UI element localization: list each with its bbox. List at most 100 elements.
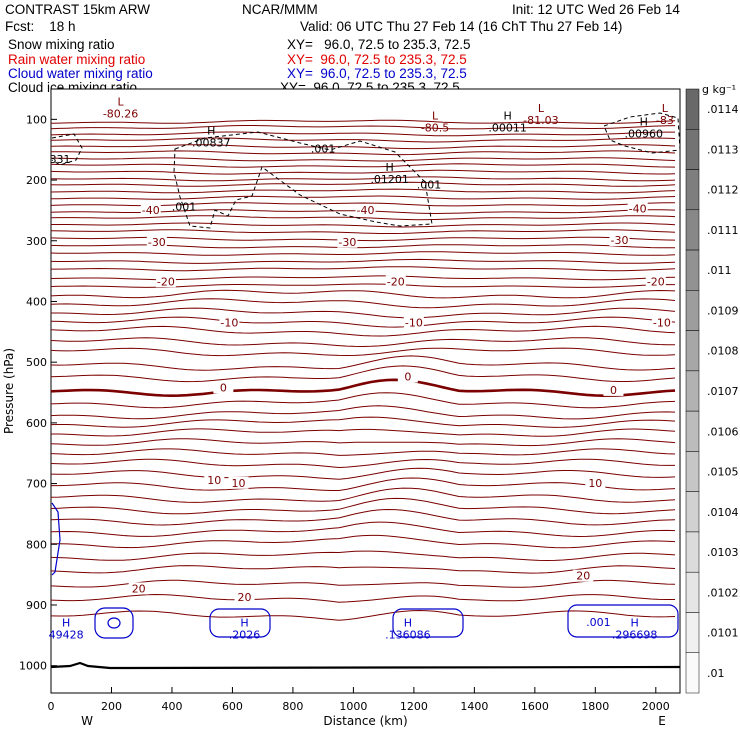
isotherm-line bbox=[50, 316, 676, 328]
colorbar-tick-label: .0114 bbox=[707, 103, 739, 116]
temperature-contour-label: 0 bbox=[404, 371, 411, 384]
x-tick-label: 1800 bbox=[581, 700, 609, 713]
isotherm-line bbox=[50, 355, 676, 371]
extremum-value-label: 331 bbox=[50, 153, 71, 166]
isotherm-line bbox=[50, 392, 676, 409]
temperature-contour-label: -30 bbox=[338, 236, 356, 249]
isotherm-line bbox=[51, 222, 676, 228]
temperature-contour-label: -10 bbox=[653, 317, 671, 330]
isotherm-line bbox=[51, 307, 676, 319]
model-title: CONTRAST 15km ARW bbox=[5, 2, 151, 17]
temperature-contour-label: -10 bbox=[405, 317, 423, 330]
field-name-rain: Rain water mixing ratio bbox=[8, 52, 146, 67]
extremum-kind-label: L bbox=[538, 102, 545, 115]
extremum-value-label: .00011 bbox=[488, 121, 527, 134]
isotherm-line bbox=[51, 150, 676, 156]
isotherm-line bbox=[50, 579, 676, 588]
temperature-contour-label: 20 bbox=[576, 570, 590, 583]
colorbar-tick-label: .0105 bbox=[707, 466, 739, 479]
y-tick-label: 900 bbox=[26, 599, 47, 612]
extremum-kind-label: H bbox=[62, 616, 70, 629]
contour-label-bg bbox=[609, 233, 630, 246]
field-xy-snow: XY= 96.0, 72.5 to 235.3, 72.5 bbox=[287, 37, 471, 52]
contour-label-bg bbox=[645, 275, 666, 288]
colorbar-swatch bbox=[685, 330, 700, 372]
colorbar-swatch bbox=[685, 88, 700, 130]
colorbar-tick-label: .0113 bbox=[707, 143, 739, 156]
temperature-contour-label: 20 bbox=[132, 582, 146, 595]
extremum-value-label: .00960 bbox=[624, 128, 663, 141]
isotherm-line bbox=[50, 458, 675, 469]
cloud-water-contour bbox=[209, 608, 271, 638]
colorbar-swatch bbox=[685, 612, 700, 653]
isotherm-line bbox=[50, 405, 676, 420]
colorbar-tick-label: .0109 bbox=[707, 304, 739, 317]
colorbar-tick-label: .01 bbox=[707, 667, 725, 680]
contour-label-bg bbox=[219, 316, 240, 329]
field-xy-rain: XY= 96.0, 72.5 to 235.3, 72.5 bbox=[287, 52, 467, 67]
contour-label-bg bbox=[627, 202, 648, 215]
isotherm-line bbox=[50, 251, 676, 256]
contour-label-bg bbox=[155, 275, 176, 288]
field-name-snow: Snow mixing ratio bbox=[8, 37, 115, 52]
x-tick-label: 800 bbox=[282, 700, 303, 713]
isotherm-line bbox=[50, 195, 676, 200]
x-axis-west-label: W bbox=[81, 714, 93, 728]
colorbar-swatch bbox=[685, 129, 700, 170]
isotherm-line bbox=[50, 378, 676, 398]
extremum-kind-label: L bbox=[117, 95, 124, 108]
extremum-value-label: .001 bbox=[172, 200, 197, 213]
temperature-contour-label: 10 bbox=[588, 477, 602, 490]
extremum-value-label: -81.03 bbox=[523, 114, 558, 127]
y-tick-label: 800 bbox=[26, 538, 47, 551]
contour-label-bg bbox=[355, 204, 376, 217]
temperature-contour-label: -20 bbox=[647, 275, 665, 288]
x-tick-label: 1400 bbox=[460, 700, 488, 713]
extremum-kind-label: H bbox=[404, 616, 412, 629]
extremum-kind-label: H bbox=[386, 161, 394, 174]
extremum-value-label: .2026 bbox=[229, 628, 261, 641]
contour-label-bg bbox=[234, 590, 255, 603]
colorbar-tick-label: .0104 bbox=[707, 506, 739, 519]
colorbar-swatch bbox=[685, 531, 700, 573]
contour-label-bg bbox=[213, 381, 234, 394]
colorbar-tick-label: .0112 bbox=[707, 184, 739, 197]
extremum-value-label: .296698 bbox=[612, 628, 658, 641]
colorbar-tick-label: .0101 bbox=[707, 627, 739, 640]
contour-label-bg bbox=[204, 473, 225, 486]
contour-label-bg bbox=[140, 204, 161, 217]
isotherm-line bbox=[50, 497, 676, 515]
x-axis-east-label: E bbox=[658, 714, 666, 728]
extremum-value-label: -83 bbox=[656, 114, 674, 127]
extremum-kind-label: H bbox=[240, 616, 248, 629]
colorbar-tick-label: .0106 bbox=[707, 425, 739, 438]
contour-label-bg bbox=[337, 235, 358, 248]
colorbar-swatch bbox=[685, 290, 700, 331]
forecast-hour: Fcst: 18 h bbox=[5, 19, 76, 34]
cloud-water-contour bbox=[392, 608, 464, 638]
plot-frame bbox=[50, 88, 681, 694]
isotherm-line bbox=[50, 188, 676, 194]
y-tick-label: 100 bbox=[26, 113, 47, 126]
cloud-water-contour bbox=[567, 604, 679, 638]
isotherm-line bbox=[50, 215, 676, 221]
extremum-kind-label: H bbox=[640, 116, 648, 129]
contour-label-bg bbox=[603, 383, 624, 396]
isotherm-line bbox=[50, 144, 676, 150]
isotherm-line bbox=[50, 534, 676, 549]
isotherm-line bbox=[50, 181, 676, 187]
colorbar-swatch bbox=[685, 249, 700, 291]
temperature-contour-label: -40 bbox=[629, 202, 647, 215]
isotherm-line bbox=[50, 131, 675, 137]
x-tick-label: 600 bbox=[222, 700, 243, 713]
extremum-kind-label: H bbox=[503, 109, 511, 122]
extremum-value-label: .00837 bbox=[192, 137, 231, 150]
cloud-water-contour bbox=[51, 502, 61, 576]
x-tick-label: 1600 bbox=[521, 700, 549, 713]
x-axis-label: Distance (km) bbox=[323, 714, 407, 728]
temperature-contour-label: -20 bbox=[157, 275, 175, 288]
y-tick-label: 500 bbox=[26, 356, 47, 369]
temperature-contour-label: -20 bbox=[387, 275, 405, 288]
cloud-ice-contour bbox=[173, 131, 433, 229]
isotherm-line bbox=[50, 258, 676, 264]
